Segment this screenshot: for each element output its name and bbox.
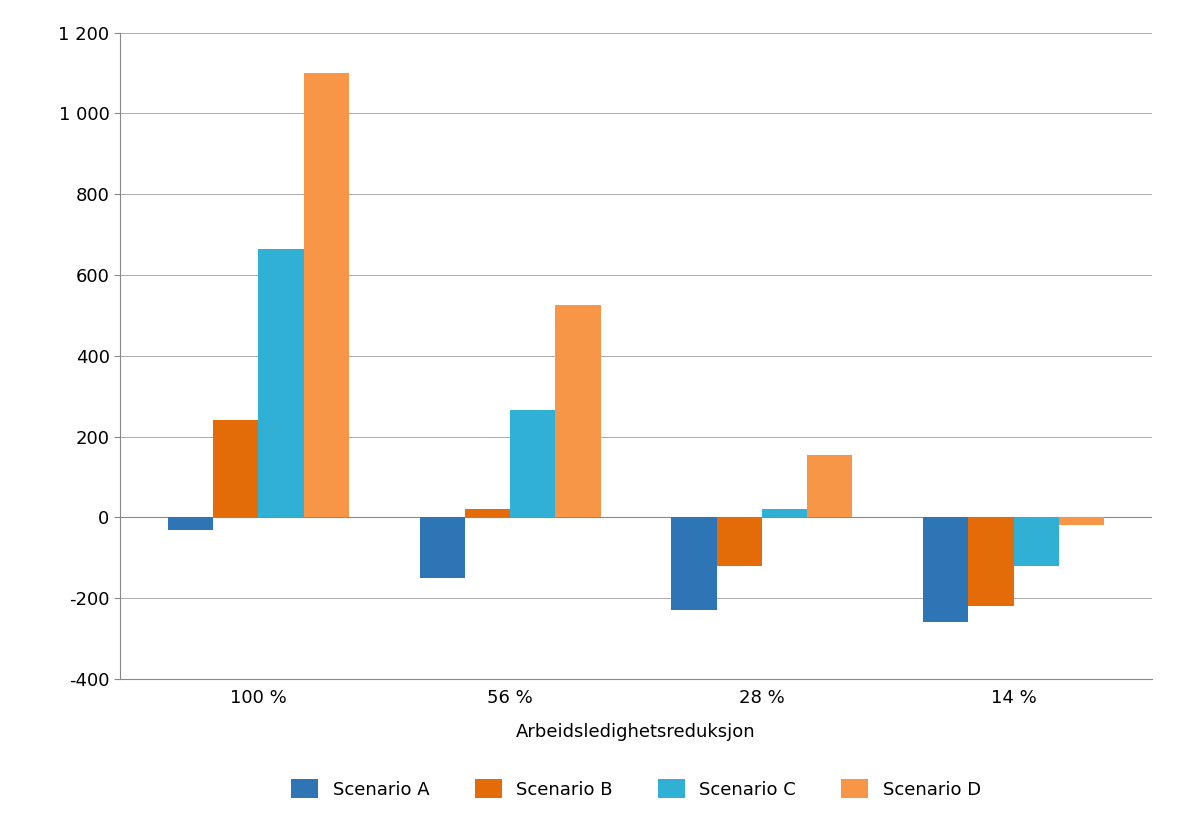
Bar: [304, 73, 349, 518]
Bar: [716, 518, 762, 566]
Bar: [762, 510, 808, 518]
Bar: [808, 455, 852, 518]
Bar: [1014, 518, 1058, 566]
Bar: [258, 249, 304, 518]
Bar: [168, 518, 214, 529]
Bar: [420, 518, 464, 578]
Bar: [968, 518, 1014, 606]
Bar: [214, 420, 258, 518]
Bar: [510, 411, 556, 518]
Bar: [923, 518, 968, 622]
X-axis label: Arbeidsledighetsreduksjon: Arbeidsledighetsreduksjon: [516, 723, 756, 741]
Bar: [464, 510, 510, 518]
Bar: [1058, 518, 1104, 525]
Bar: [556, 305, 601, 518]
Legend: Scenario A, Scenario B, Scenario C, Scenario D: Scenario A, Scenario B, Scenario C, Scen…: [284, 772, 988, 806]
Bar: [671, 518, 716, 610]
